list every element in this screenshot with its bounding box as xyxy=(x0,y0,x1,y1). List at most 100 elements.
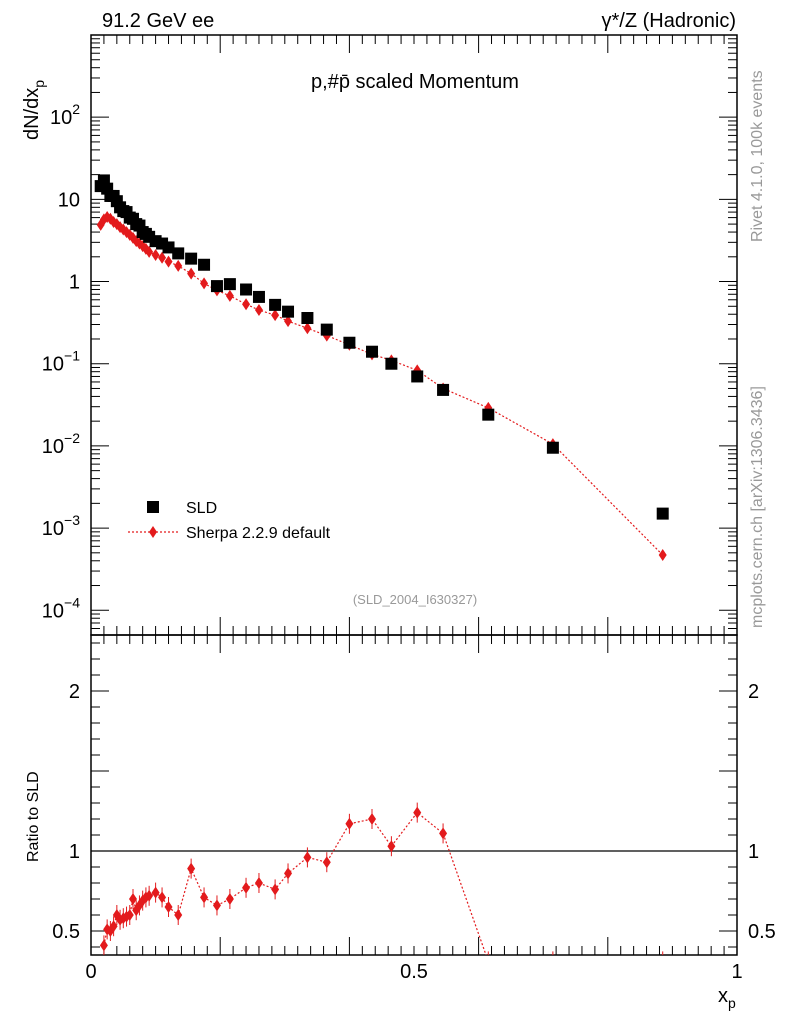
sld-point xyxy=(240,283,253,296)
analysis-watermark: (SLD_2004_I630327) xyxy=(353,592,477,607)
sherpa-point xyxy=(658,549,667,562)
ratio-point xyxy=(303,851,312,864)
ratio-point xyxy=(387,840,396,853)
main-y-tick-label-base: 10 xyxy=(50,107,72,129)
ratio-x-axis: 0 0.5 1 xyxy=(85,635,743,983)
sld-point xyxy=(482,408,495,421)
ratio-point xyxy=(125,909,134,921)
ratio-point xyxy=(254,877,263,889)
x-axis-label-sub: p xyxy=(728,995,736,1011)
ratio-point xyxy=(212,899,221,912)
main-y-tick-label-base: 10 xyxy=(42,354,64,376)
ratio-y-tick-label: 0.5 xyxy=(52,921,80,943)
sherpa-point xyxy=(303,322,312,335)
main-y-axis-label: dN/dxp xyxy=(21,80,47,140)
ratio-y-tick-label-right: 0.5 xyxy=(748,921,776,943)
ratio-point xyxy=(151,886,160,899)
ratio-point xyxy=(128,893,137,905)
sherpa-point xyxy=(242,298,251,311)
legend: SLD Sherpa 2.2.9 default xyxy=(128,500,331,542)
x-axis-label-main: x xyxy=(718,985,728,1007)
main-y-tick-label-base: 10 xyxy=(42,436,64,458)
ratio-point xyxy=(368,813,377,825)
ratio-point xyxy=(413,806,422,819)
main-y-tick-label: 102 xyxy=(50,101,80,129)
ratio-point xyxy=(549,955,557,967)
sld-point xyxy=(269,298,282,311)
ratio-series-clip xyxy=(99,802,667,967)
sld-point xyxy=(366,345,379,358)
ratio-y-tick-label: 1 xyxy=(69,841,80,863)
sld-point xyxy=(656,507,669,520)
main-y-axis-label-sub: p xyxy=(31,80,47,88)
sld-point xyxy=(162,241,175,254)
main-y-tick-label: 1 xyxy=(69,272,80,294)
x-tick-label: 1 xyxy=(731,961,742,983)
sherpa-line xyxy=(100,216,664,556)
main-x-axis-ticks xyxy=(90,35,738,635)
sld-point xyxy=(198,258,211,271)
main-y-tick-label: 10−3 xyxy=(42,512,80,540)
main-y-tick-label: 10−1 xyxy=(42,348,80,376)
main-title: p,#p̄ scaled Momentum xyxy=(311,71,519,93)
sld-point xyxy=(385,357,398,370)
main-y-tick-label-exp: −2 xyxy=(64,430,80,446)
main-y-tick-label: 10−2 xyxy=(42,430,80,458)
ratio-y-axis-label: Ratio to SLD xyxy=(25,771,42,862)
sherpa-point xyxy=(164,255,173,268)
main-series-layer xyxy=(94,174,669,562)
sherpa-point xyxy=(254,304,263,317)
ratio-panel: 0.5 0.5 1 1 2 2 0 0.5 1 Ratio to SLD xp xyxy=(25,634,776,1011)
main-plot-frame xyxy=(90,34,738,636)
sherpa-point xyxy=(187,267,196,280)
ratio-point xyxy=(242,881,251,894)
main-y-tick-label-base: 10 xyxy=(42,518,64,540)
sherpa-point xyxy=(145,245,154,258)
sherpa-point xyxy=(271,309,280,322)
ratio-point xyxy=(99,939,108,952)
sld-point xyxy=(252,290,265,303)
main-y-tick-label-exp: 2 xyxy=(72,101,80,117)
sld-point xyxy=(437,383,450,396)
ratio-point xyxy=(271,883,280,896)
sld-point xyxy=(185,252,198,265)
main-y-tick-label-exp: −4 xyxy=(64,594,80,610)
sld-point xyxy=(172,247,185,260)
ratio-point xyxy=(145,889,154,902)
ratio-series-layer xyxy=(99,802,667,967)
mcplots-citation-label: mcplots.cern.ch [arXiv:1306.3436] xyxy=(749,386,766,628)
header-right-label: γ*/Z (Hadronic) xyxy=(602,10,736,32)
ratio-y-axis: 0.5 0.5 1 1 2 2 xyxy=(52,642,776,948)
legend-label-sherpa: Sherpa 2.2.9 default xyxy=(186,525,331,542)
ratio-point xyxy=(484,955,492,967)
ratio-point xyxy=(322,856,331,869)
main-y-axis-label-main: dN/dx xyxy=(21,88,43,140)
ratio-point xyxy=(187,862,196,875)
ratio-point xyxy=(200,891,209,904)
ratio-line xyxy=(103,811,487,955)
ratio-point xyxy=(109,920,118,933)
sld-point xyxy=(546,441,559,454)
ratio-point xyxy=(659,955,667,967)
ratio-point xyxy=(158,891,167,904)
ratio-point xyxy=(439,827,448,840)
sld-point xyxy=(301,312,314,325)
sld-point xyxy=(210,280,223,293)
ratio-y-tick-label-right: 2 xyxy=(748,681,759,703)
main-y-tick-label-base: 1 xyxy=(69,272,80,294)
legend-marker-sherpa xyxy=(149,526,157,538)
ratio-y-tick-label-right: 1 xyxy=(748,841,759,863)
ratio-y-tick-label: 2 xyxy=(69,681,80,703)
sld-point xyxy=(223,278,236,291)
ratio-point xyxy=(225,893,234,905)
sld-point xyxy=(411,370,424,383)
main-y-tick-label-base: 10 xyxy=(58,189,80,211)
sherpa-point xyxy=(284,315,293,328)
x-tick-label: 0.5 xyxy=(400,961,428,983)
main-y-tick-label-exp: −1 xyxy=(64,348,80,364)
sld-point xyxy=(282,305,295,318)
ratio-point xyxy=(284,867,293,880)
